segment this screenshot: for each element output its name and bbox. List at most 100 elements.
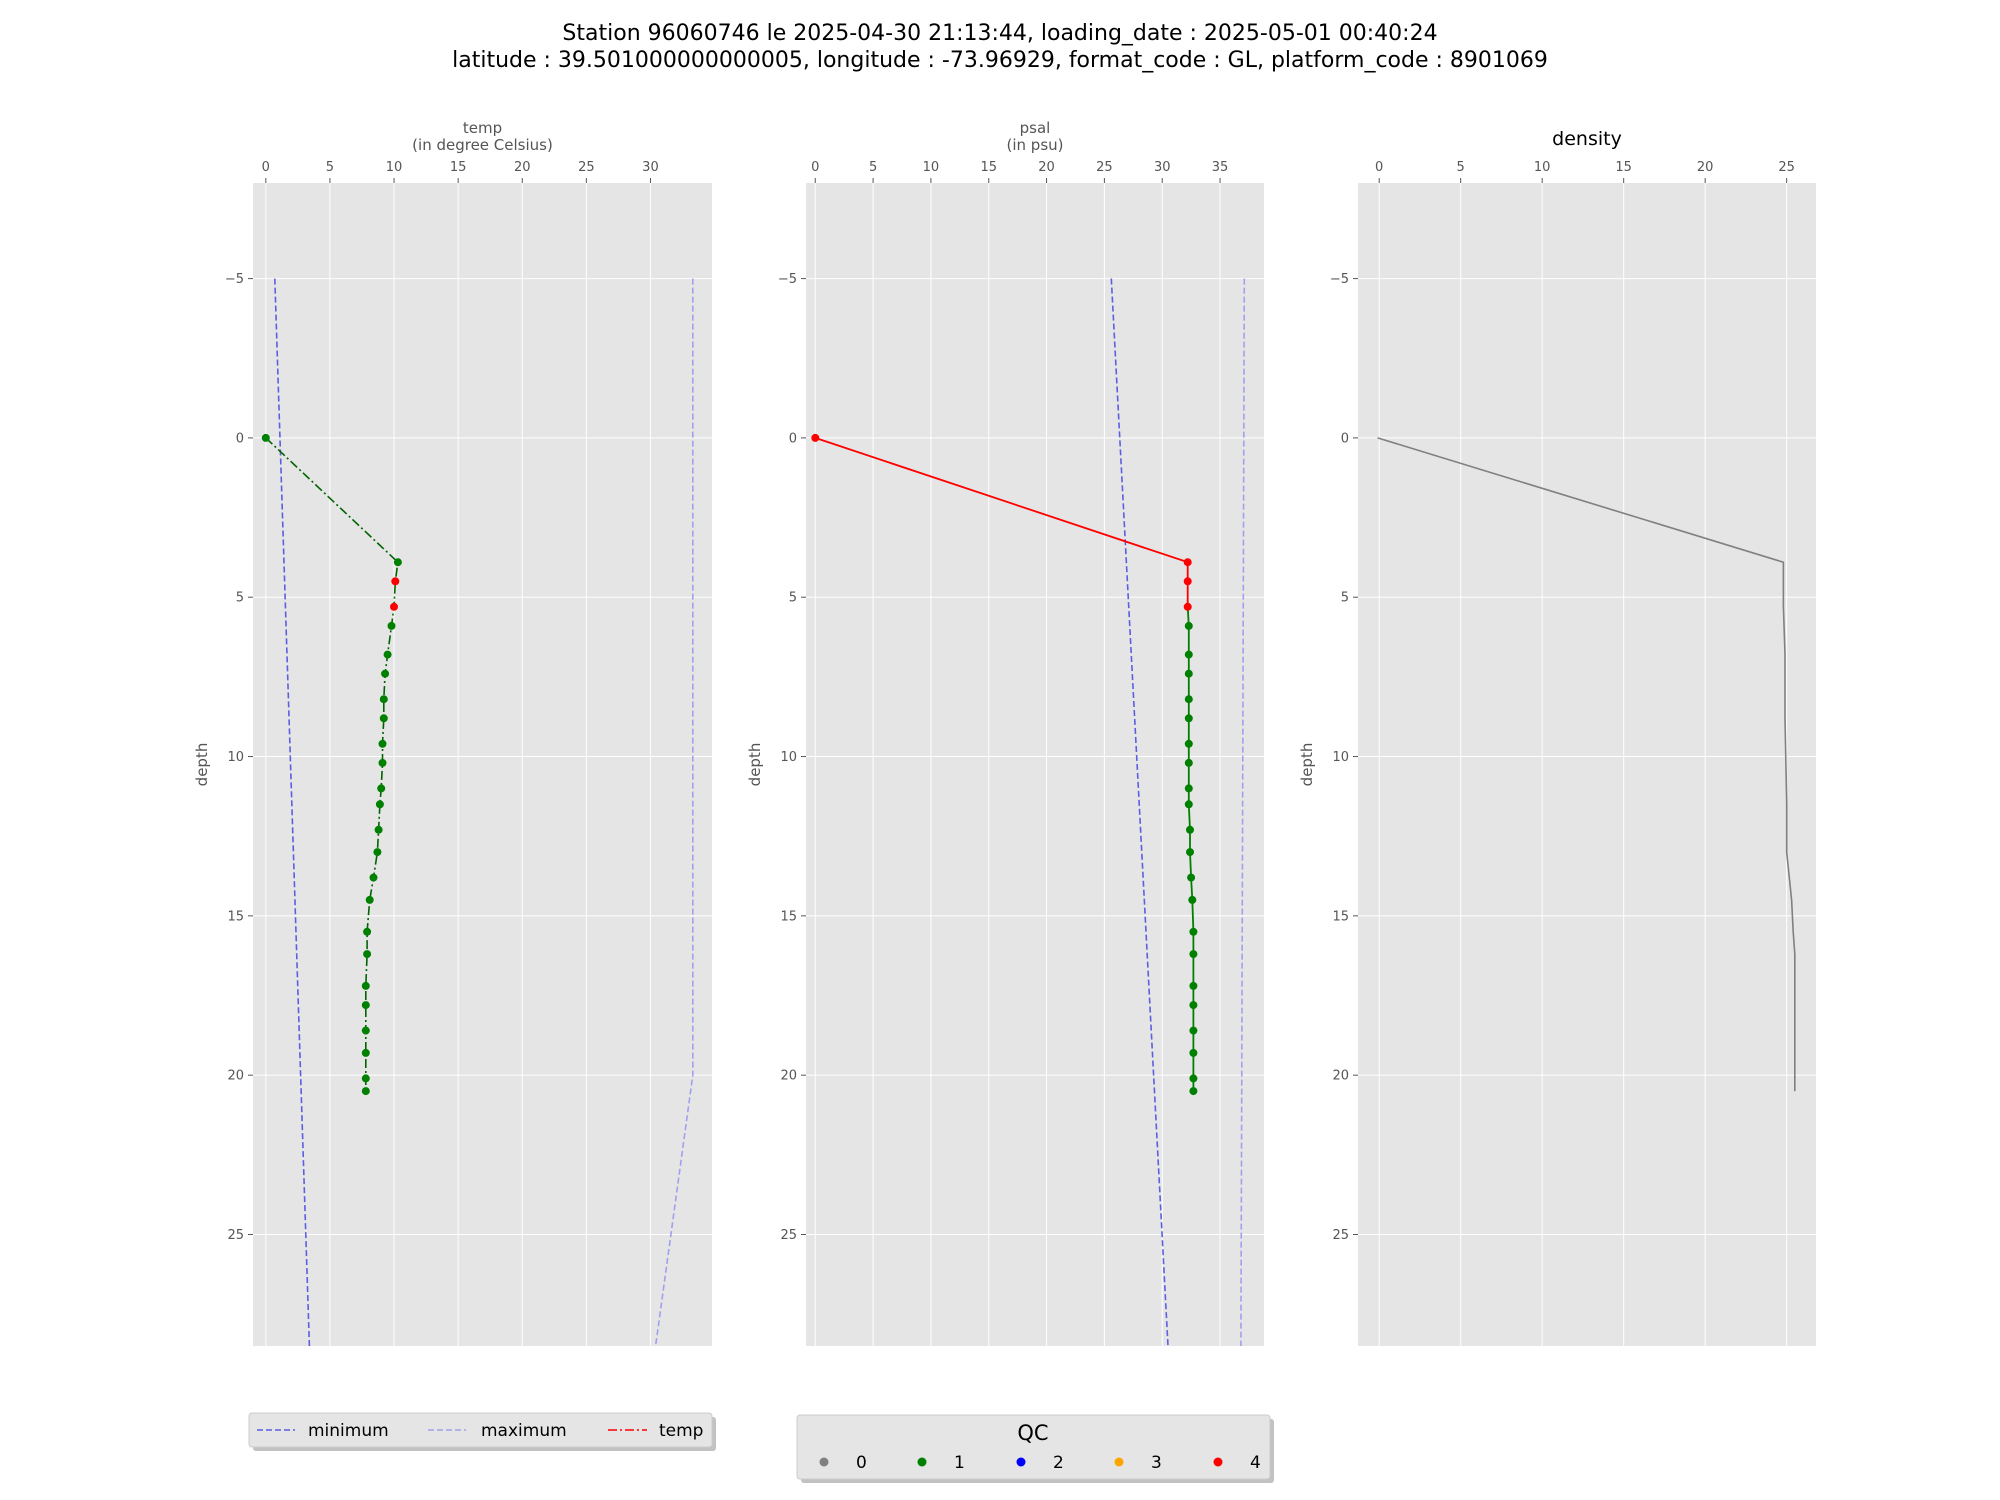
psal-minimum-line xyxy=(1110,278,1169,1347)
figure-title-line2: latitude : 39.501000000000005, longitude… xyxy=(452,48,1548,73)
temp-panel: 0 5 10 15 20 25 30 −5 0 5 10 15 20 25 depth temp(in deg… xyxy=(193,119,712,1347)
temp-data-point xyxy=(361,1001,370,1010)
qc-1-label: 1 xyxy=(954,1453,965,1473)
temp-data-point xyxy=(393,558,402,567)
psal-profile-line-good xyxy=(1186,606,1195,1092)
psal-data-point xyxy=(1184,784,1193,793)
psal-data-point xyxy=(1187,873,1196,882)
temp-data-point xyxy=(387,621,396,630)
psal-data-point xyxy=(1184,621,1193,630)
density-y-tick-label: 0 xyxy=(1341,431,1349,446)
temp-data-point xyxy=(369,873,378,882)
temp-x-tick-label: 20 xyxy=(514,160,531,175)
temp-y-tick-label: 10 xyxy=(227,750,244,765)
temp-data-point xyxy=(363,927,372,936)
density-y-axis-label: depth xyxy=(1298,743,1316,787)
temp-plot-area xyxy=(253,183,712,1346)
temp-data-point xyxy=(365,895,374,904)
density-y-tick-label: 15 xyxy=(1332,909,1349,924)
psal-panel: 0 5 10 15 20 25 30 35 −5 0 5 10 15 20 25 depth psal(in p… xyxy=(746,119,1264,1347)
legend-temp-label: temp xyxy=(659,1421,703,1441)
temp-data-point xyxy=(374,825,383,834)
temp-data-point xyxy=(391,577,400,586)
temp-data-point xyxy=(379,695,388,704)
temp-x-tick-label: 10 xyxy=(386,160,403,175)
density-y-tick-label: 20 xyxy=(1332,1069,1349,1084)
psal-data-point xyxy=(1189,1001,1198,1010)
psal-data-point xyxy=(1186,848,1194,857)
temp-data-point xyxy=(378,739,387,748)
temp-x-tick-label: 30 xyxy=(642,160,659,175)
temp-data-point xyxy=(361,1026,370,1035)
psal-y-tick-label: −5 xyxy=(778,272,797,287)
psal-data-point xyxy=(1189,981,1198,990)
psal-x-tick-label: 5 xyxy=(869,160,877,175)
psal-plot-area xyxy=(806,183,1264,1346)
temp-data-point xyxy=(375,800,384,809)
temp-data-point xyxy=(379,714,388,723)
temp-data-point xyxy=(377,784,386,793)
psal-data-point xyxy=(1189,1074,1198,1083)
psal-x-tick-label: 25 xyxy=(1096,160,1113,175)
temp-y-axis-label: depth xyxy=(193,743,211,787)
qc-legend: QC 0 1 2 3 4 xyxy=(796,1414,1274,1483)
psal-x-tick-label: 15 xyxy=(980,160,997,175)
qc-legend-title: QC xyxy=(1017,1421,1048,1445)
psal-data-point xyxy=(1184,800,1193,809)
density-profile-line xyxy=(1377,437,1796,1092)
psal-data-point xyxy=(1184,669,1193,678)
psal-y-axis-label: depth xyxy=(746,743,764,787)
psal-data-point xyxy=(1186,825,1194,834)
qc-2-label: 2 xyxy=(1053,1453,1064,1473)
psal-y-tick-label: 0 xyxy=(789,431,797,446)
psal-data-point xyxy=(1188,895,1197,904)
psal-maximum-line xyxy=(1240,278,1246,1347)
temp-data-point xyxy=(383,650,392,659)
psal-x-tick-label: 30 xyxy=(1154,160,1171,175)
density-x-tick-label: 20 xyxy=(1697,160,1714,175)
psal-x-tick-label: 20 xyxy=(1038,160,1055,175)
qc-legend-box xyxy=(796,1414,1271,1480)
psal-x-tick-label: 35 xyxy=(1212,160,1229,175)
psal-x-tick-label: 0 xyxy=(811,160,819,175)
density-x-tick-label: 5 xyxy=(1457,160,1465,175)
psal-data-point xyxy=(1189,1087,1198,1096)
temp-minimum-line xyxy=(274,278,311,1347)
density-y-tick-label: 5 xyxy=(1341,591,1349,606)
temp-maximum-line xyxy=(654,278,694,1347)
psal-data-point xyxy=(1184,758,1193,767)
qc-1-marker xyxy=(917,1457,927,1467)
qc-0-marker xyxy=(819,1457,829,1467)
psal-data-point xyxy=(1189,1026,1198,1035)
temp-x-tick-label: 15 xyxy=(450,160,467,175)
temp-x-axis-label: temp xyxy=(463,119,502,137)
psal-y-tick-label: 15 xyxy=(780,909,797,924)
psal-data-point xyxy=(1189,950,1198,959)
psal-y-tick-label: 25 xyxy=(780,1228,797,1243)
psal-y-tick-label: 10 xyxy=(780,750,797,765)
temp-x-tick-label: 5 xyxy=(326,160,334,175)
psal-data-point xyxy=(1189,1048,1198,1057)
legend-minimum-label: minimum xyxy=(308,1421,389,1441)
temp-y-tick-label: 0 xyxy=(236,431,244,446)
psal-data-point xyxy=(1189,927,1198,936)
density-x-tick-label: 25 xyxy=(1778,160,1795,175)
qc-2-marker xyxy=(1016,1457,1026,1467)
temp-x-tick-label: 25 xyxy=(578,160,595,175)
temp-data-point xyxy=(373,848,382,857)
temp-x-axis-unit: (in degree Celsius) xyxy=(412,136,553,154)
qc-3-label: 3 xyxy=(1151,1453,1162,1473)
line-legend: minimum maximum temp xyxy=(248,1412,716,1451)
qc-4-marker xyxy=(1213,1457,1223,1467)
legend-maximum-label: maximum xyxy=(481,1421,567,1441)
density-panel: 0 5 10 15 20 25 −5 0 5 10 15 20 25 depth density xyxy=(1298,128,1816,1346)
temp-y-tick-label: 25 xyxy=(227,1228,244,1243)
temp-data-point xyxy=(361,1048,370,1057)
psal-y-tick-label: 20 xyxy=(780,1069,797,1084)
psal-x-tick-label: 10 xyxy=(923,160,940,175)
qc-0-label: 0 xyxy=(856,1453,867,1473)
psal-data-point xyxy=(1183,602,1192,611)
psal-data-point xyxy=(1183,577,1192,586)
temp-data-point xyxy=(361,1087,370,1096)
